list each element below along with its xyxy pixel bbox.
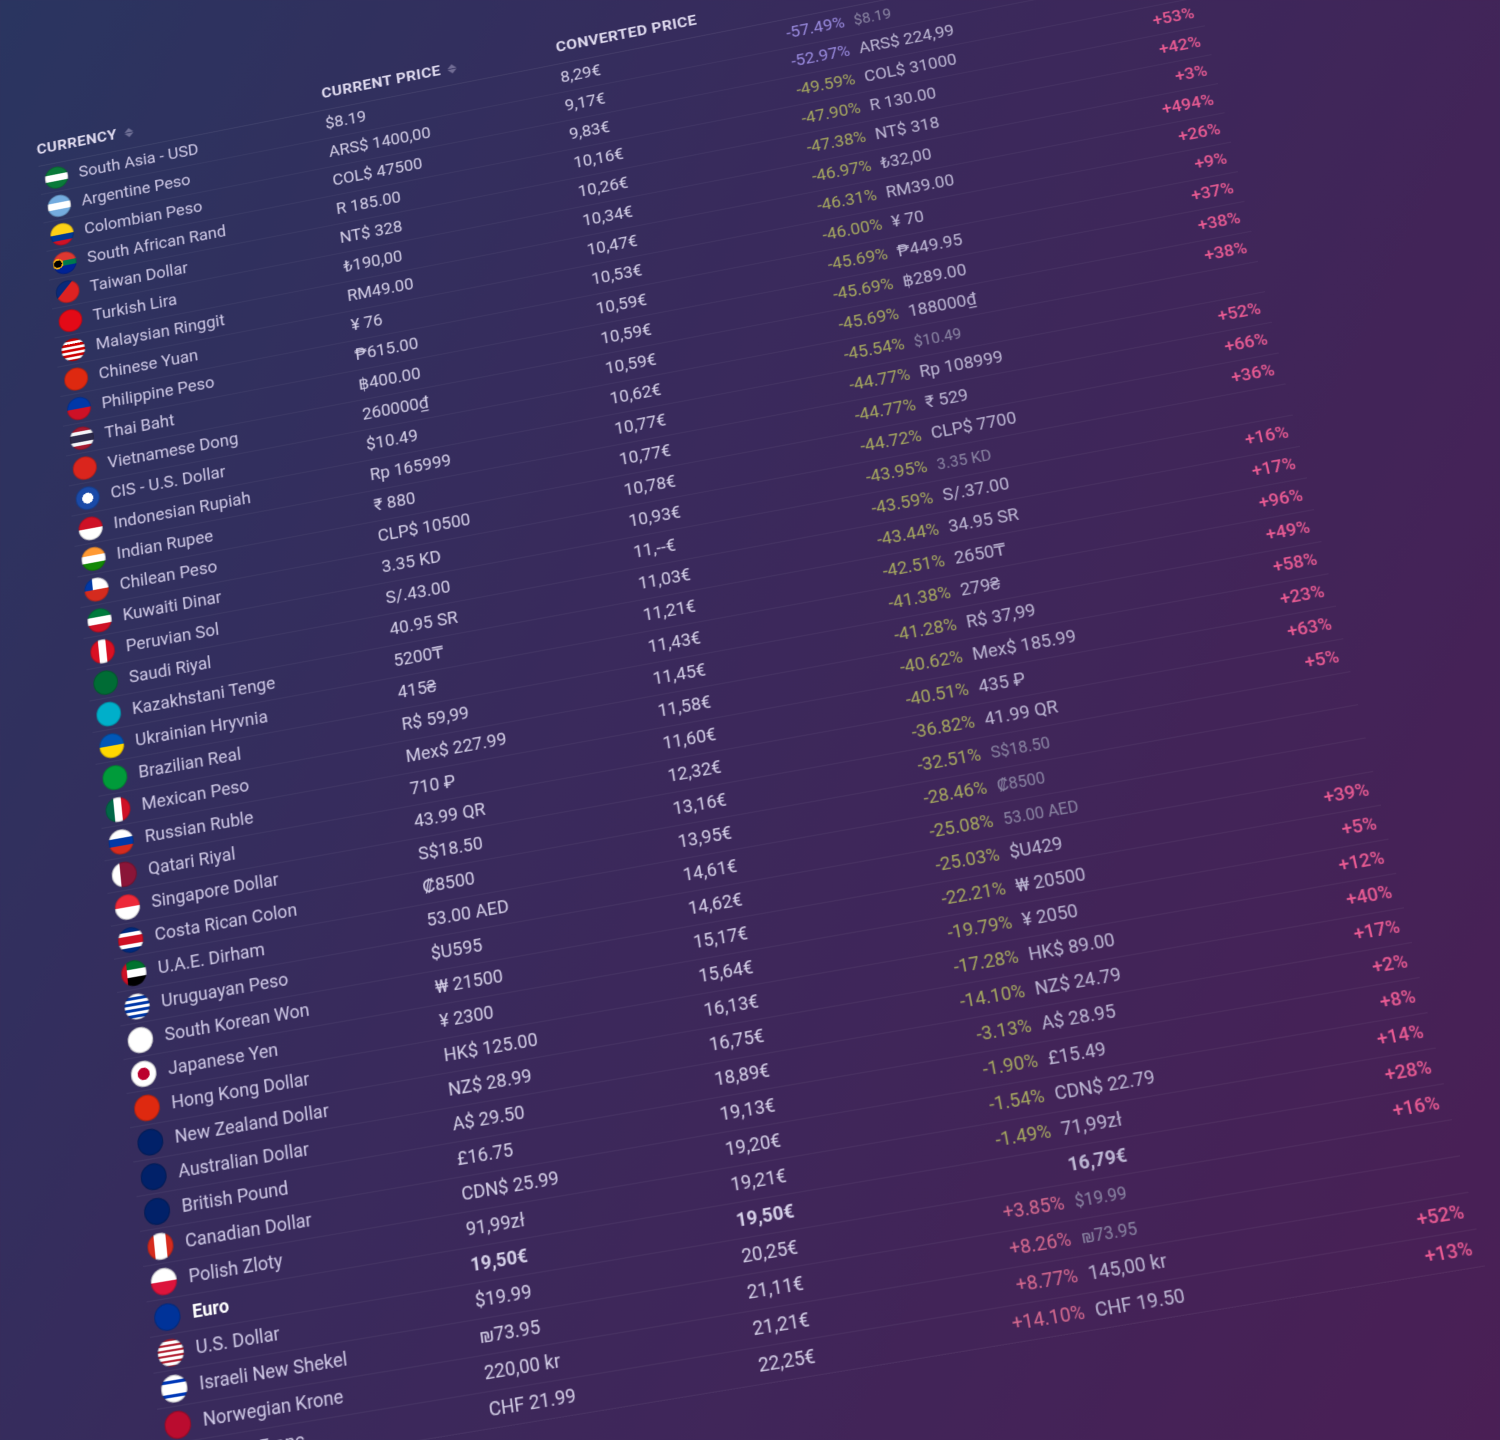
flag-icon [114,891,141,921]
flag-icon [63,365,89,392]
flag-icon [143,1195,171,1226]
flag-icon [44,164,69,190]
flag-icon [108,826,135,855]
flag-icon [117,924,144,954]
flag-icon [153,1300,182,1332]
sort-icon [447,62,457,73]
flag-icon [136,1126,164,1157]
flag-icon [75,483,101,511]
flag-icon [104,794,131,823]
flag-icon [160,1372,189,1404]
flag-icon [52,249,77,275]
flag-icon [69,424,95,451]
flag-icon [92,667,119,695]
flag-icon [156,1336,185,1368]
flag-icon [86,605,113,633]
flag-icon [89,636,116,664]
flag-icon [130,1058,158,1088]
flag-icon [150,1265,179,1296]
flag-icon [66,394,92,421]
currency-name: U.S. Dollar [195,1322,281,1358]
flag-icon [47,192,72,218]
flag-icon [140,1160,168,1191]
flag-icon [60,335,86,362]
flag-icon [123,990,151,1020]
flag-icon [98,730,125,759]
flag-icon [55,277,81,304]
flag-icon [49,220,74,246]
flag-icon [111,859,138,888]
flag-icon [78,514,104,542]
table-body: South Asia - USD$8.198,29€-57.49%$8.19-A… [38,0,1485,1440]
flag-icon [83,575,109,603]
flag-icon [95,699,122,728]
converted-diff [943,1165,1068,1186]
flag-icon [80,544,106,572]
flag-icon [120,957,148,987]
price-table: Currency Current Price Converted Price V… [35,0,1485,1440]
flag-icon [133,1092,161,1123]
flag-icon [72,453,98,480]
flag-icon [101,762,128,791]
flag-icon [146,1230,174,1261]
flag-icon [58,306,84,333]
flag-icon [126,1024,154,1054]
flag-icon [163,1408,192,1440]
currency-name: Euro [191,1295,230,1323]
sort-icon [124,126,134,137]
